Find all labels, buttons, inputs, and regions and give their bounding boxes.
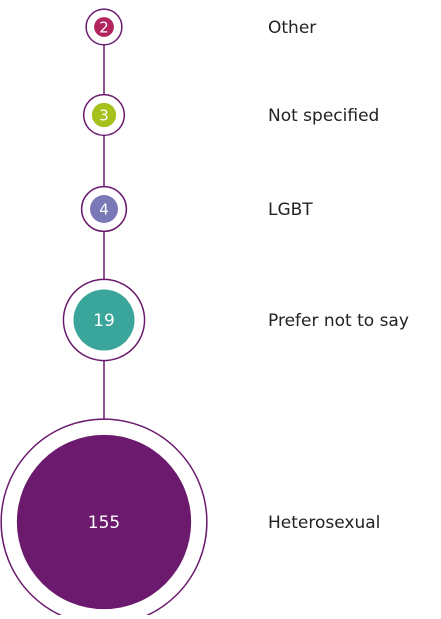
category-label: Other (268, 18, 316, 38)
bubble (91, 102, 117, 128)
bubble (16, 434, 192, 610)
bubble (90, 195, 118, 223)
category-label: LGBT (268, 200, 313, 220)
value-label: 19 (93, 311, 115, 331)
category-label: Not specified (268, 106, 379, 126)
bubble (94, 17, 114, 37)
value-label: 4 (99, 201, 109, 219)
value-label: 2 (99, 19, 109, 37)
category-label: Prefer not to say (268, 311, 409, 331)
category-label: Heterosexual (268, 513, 380, 533)
value-label: 3 (99, 107, 109, 125)
bubble (73, 289, 135, 351)
value-label: 155 (88, 513, 120, 533)
